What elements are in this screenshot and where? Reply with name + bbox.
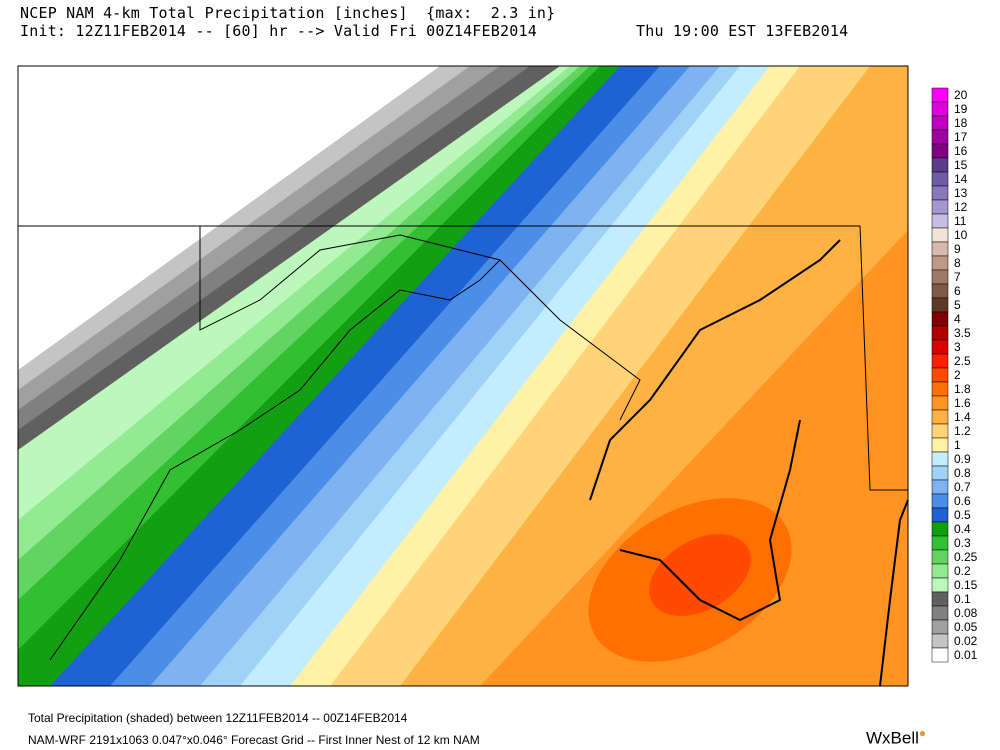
legend-swatch: [931, 199, 949, 215]
legend-swatch: [931, 213, 949, 229]
legend-label: 5: [954, 298, 961, 312]
brand-icon: ●: [918, 726, 927, 740]
precip-field: [17, 65, 909, 687]
legend-label: 0.15: [954, 578, 978, 592]
legend-label: 0.1: [954, 592, 971, 606]
legend-swatch: [931, 451, 949, 467]
legend-swatch: [931, 605, 949, 621]
legend-swatch: [931, 367, 949, 383]
legend-swatch: [931, 185, 949, 201]
legend-label: 0.01: [954, 648, 978, 662]
legend-label: 0.6: [954, 494, 971, 508]
header-line: NCEP NAM 4-km Total Precipitation [inche…: [20, 4, 556, 22]
legend-swatch: [931, 227, 949, 243]
legend-swatch: [931, 269, 949, 285]
legend-label: 0.7: [954, 480, 971, 494]
legend-label: 0.05: [954, 620, 978, 634]
legend-swatch: [931, 591, 949, 607]
legend-label: 16: [954, 144, 968, 158]
legend-swatch: [931, 143, 949, 159]
legend-swatch: [931, 647, 949, 663]
legend-swatch: [931, 633, 949, 649]
footer-line: NAM-WRF 2191x1063 0.047°x0.046° Forecast…: [28, 733, 480, 747]
legend-swatch: [931, 423, 949, 439]
legend-label: 9: [954, 242, 961, 256]
legend-swatch: [931, 87, 949, 103]
brand-text: WxBell: [866, 728, 919, 748]
legend-label: 7: [954, 270, 961, 284]
legend-swatch: [931, 171, 949, 187]
legend-label: 17: [954, 130, 968, 144]
legend-swatch: [931, 479, 949, 495]
legend-swatch: [931, 409, 949, 425]
legend-label: 2.5: [954, 354, 971, 368]
legend-swatch: [931, 535, 949, 551]
legend-label: 0.25: [954, 550, 978, 564]
brand: WxBell●: [866, 726, 926, 749]
legend-label: 8: [954, 256, 961, 270]
legend-label: 3: [954, 340, 961, 354]
legend-label: 13: [954, 186, 968, 200]
legend-label: 6: [954, 284, 961, 298]
header-line: Init: 12Z11FEB2014 -- [60] hr --> Valid …: [20, 22, 537, 40]
legend-label: 0.4: [954, 522, 971, 536]
legend-label: 0.08: [954, 606, 978, 620]
legend-swatch: [931, 129, 949, 145]
legend-label: 1: [954, 438, 961, 452]
legend-swatch: [931, 493, 949, 509]
legend-label: 0.5: [954, 508, 971, 522]
legend-swatch: [931, 325, 949, 341]
legend-swatch: [931, 157, 949, 173]
legend-label: 1.6: [954, 396, 971, 410]
legend-label: 1.4: [954, 410, 971, 424]
legend-swatch: [931, 101, 949, 117]
legend-swatch: [931, 395, 949, 411]
legend-label: 15: [954, 158, 968, 172]
legend-label: 14: [954, 172, 968, 186]
legend-label: 0.2: [954, 564, 971, 578]
legend-label: 11: [954, 214, 967, 228]
legend-label: 12: [954, 200, 968, 214]
legend-swatch: [931, 241, 949, 257]
header-valid: Thu 19:00 EST 13FEB2014: [636, 22, 849, 40]
legend-label: 0.02: [954, 634, 978, 648]
legend-swatch: [931, 465, 949, 481]
legend-swatch: [931, 521, 949, 537]
legend-swatch: [931, 507, 949, 523]
legend-swatch: [931, 353, 949, 369]
legend-swatch: [931, 437, 949, 453]
legend-swatch: [931, 563, 949, 579]
legend-swatch: [931, 311, 949, 327]
legend-label: 2: [954, 368, 961, 382]
legend-label: 1.8: [954, 382, 971, 396]
legend-swatch: [931, 549, 949, 565]
legend-swatch: [931, 283, 949, 299]
legend-swatch: [931, 577, 949, 593]
legend-label: 4: [954, 312, 961, 326]
legend-swatch: [931, 297, 949, 313]
legend-swatch: [931, 339, 949, 355]
legend-label: 0.8: [954, 466, 971, 480]
legend-label: 19: [954, 102, 968, 116]
legend-label: 0.3: [954, 536, 971, 550]
legend-label: 10: [954, 228, 968, 242]
legend-swatch: [931, 619, 949, 635]
legend-label: 1.2: [954, 424, 971, 438]
footer-line: Total Precipitation (shaded) between 12Z…: [28, 711, 408, 725]
color-legend: 20191817161514131211109876543.532.521.81…: [931, 87, 978, 663]
legend-swatch: [931, 115, 949, 131]
legend-label: 0.9: [954, 452, 971, 466]
legend-label: 18: [954, 116, 968, 130]
legend-label: 20: [954, 88, 968, 102]
legend-swatch: [931, 255, 949, 271]
map: 20191817161514131211109876543.532.521.81…: [17, 65, 978, 687]
legend-swatch: [931, 381, 949, 397]
legend-label: 3.5: [954, 326, 971, 340]
